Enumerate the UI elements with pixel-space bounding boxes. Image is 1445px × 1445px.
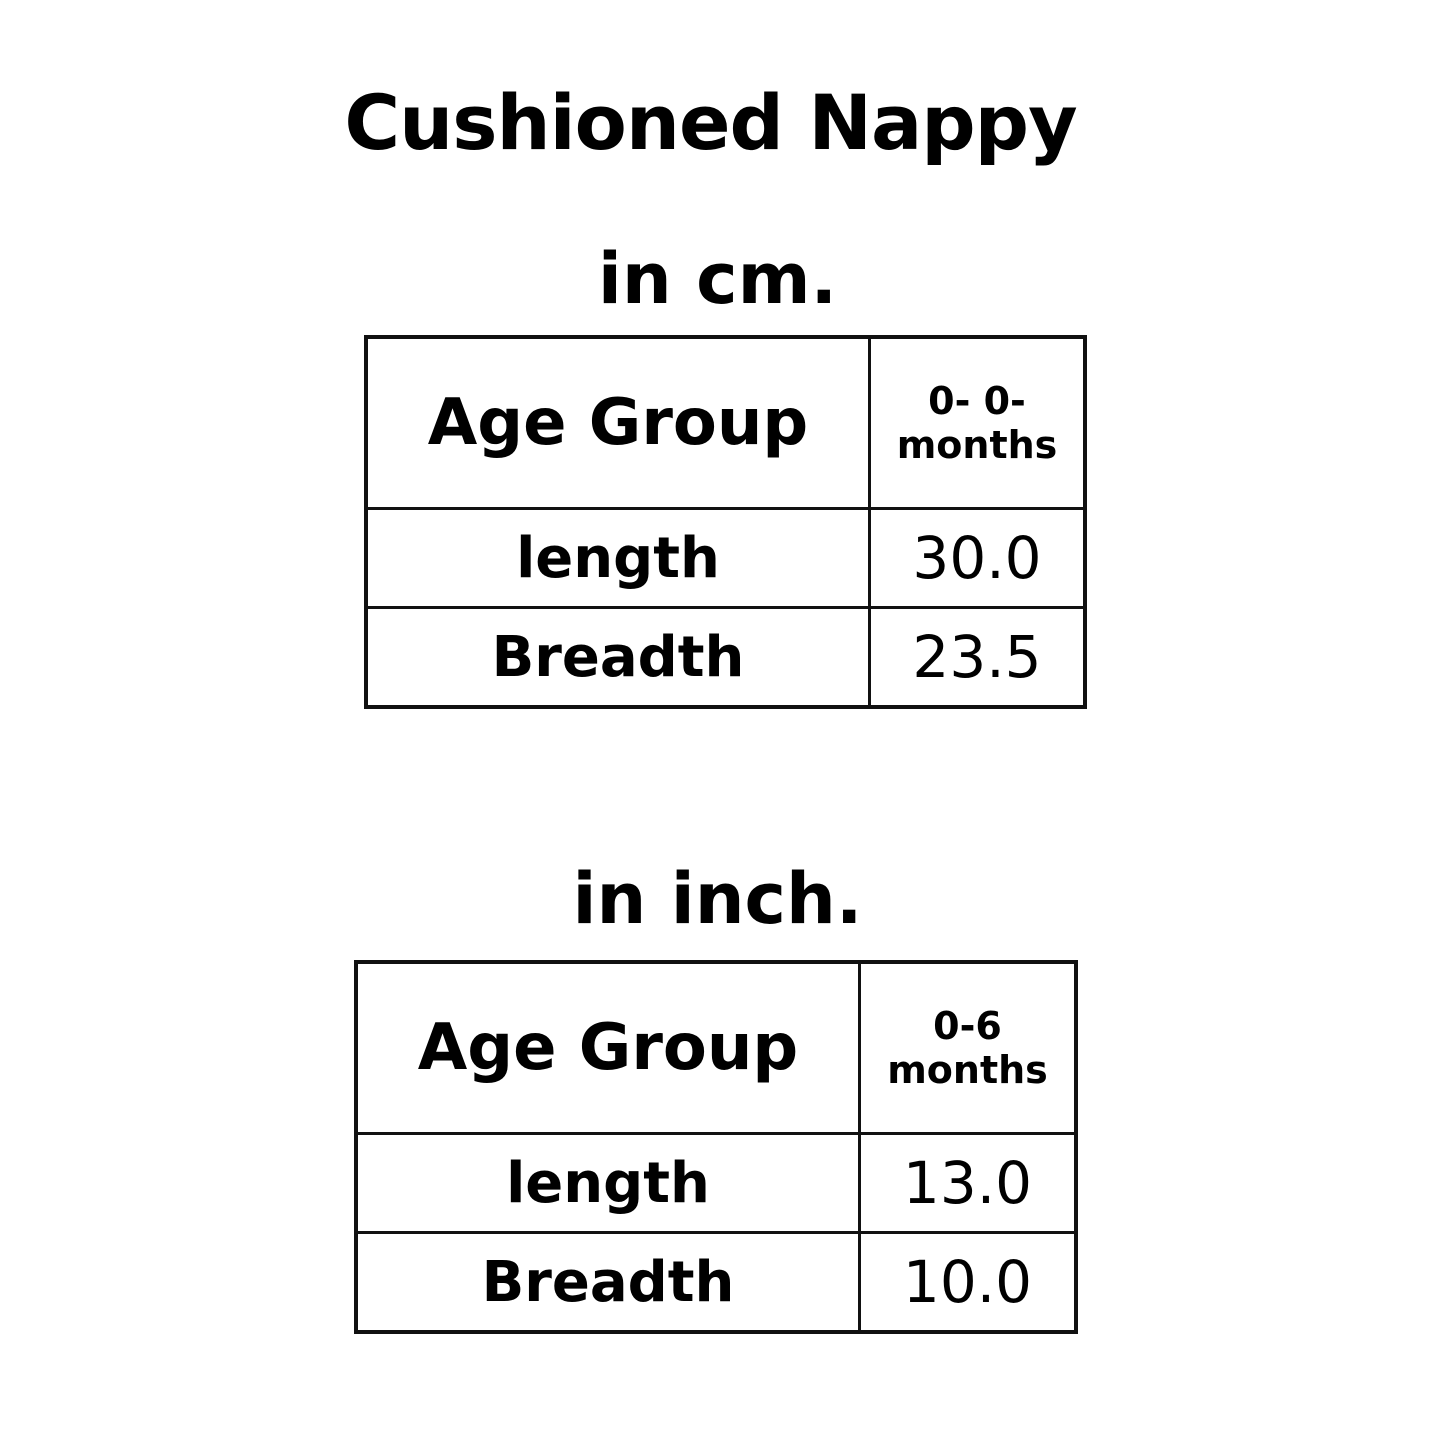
row-value: 13.0 [858,1132,1078,1234]
cm-heading: in cm. [597,238,838,320]
table-header-row: Age Group 0-6 months [354,960,1078,1135]
age-range: 0-6 [933,1004,1002,1048]
age-group-label: Age Group [364,335,871,510]
cm-size-table: Age Group 0- 0- months length 30.0 Bread… [364,335,1087,709]
page-title: Cushioned Nappy [344,78,1077,167]
age-range-cell: 0- 0- months [868,335,1087,510]
table-row: length 13.0 [354,1132,1078,1234]
table-row: Breadth 10.0 [354,1231,1078,1334]
row-label: length [354,1132,861,1234]
age-unit: months [887,1048,1048,1092]
inch-size-table: Age Group 0-6 months length 13.0 Breadth… [354,960,1078,1334]
table-header-row: Age Group 0- 0- months [364,335,1087,510]
inch-heading: in inch. [572,858,863,940]
row-value: 23.5 [868,606,1087,709]
row-label: length [364,507,871,609]
age-unit: months [896,423,1058,467]
row-label: Breadth [354,1231,861,1334]
row-value: 30.0 [868,507,1087,609]
row-value: 10.0 [858,1231,1078,1334]
row-label: Breadth [364,606,871,709]
table-row: Breadth 23.5 [364,606,1087,709]
age-group-label: Age Group [354,960,861,1135]
age-range-cell: 0-6 months [858,960,1078,1135]
table-row: length 30.0 [364,507,1087,609]
age-range: 0- 0- [928,379,1026,423]
